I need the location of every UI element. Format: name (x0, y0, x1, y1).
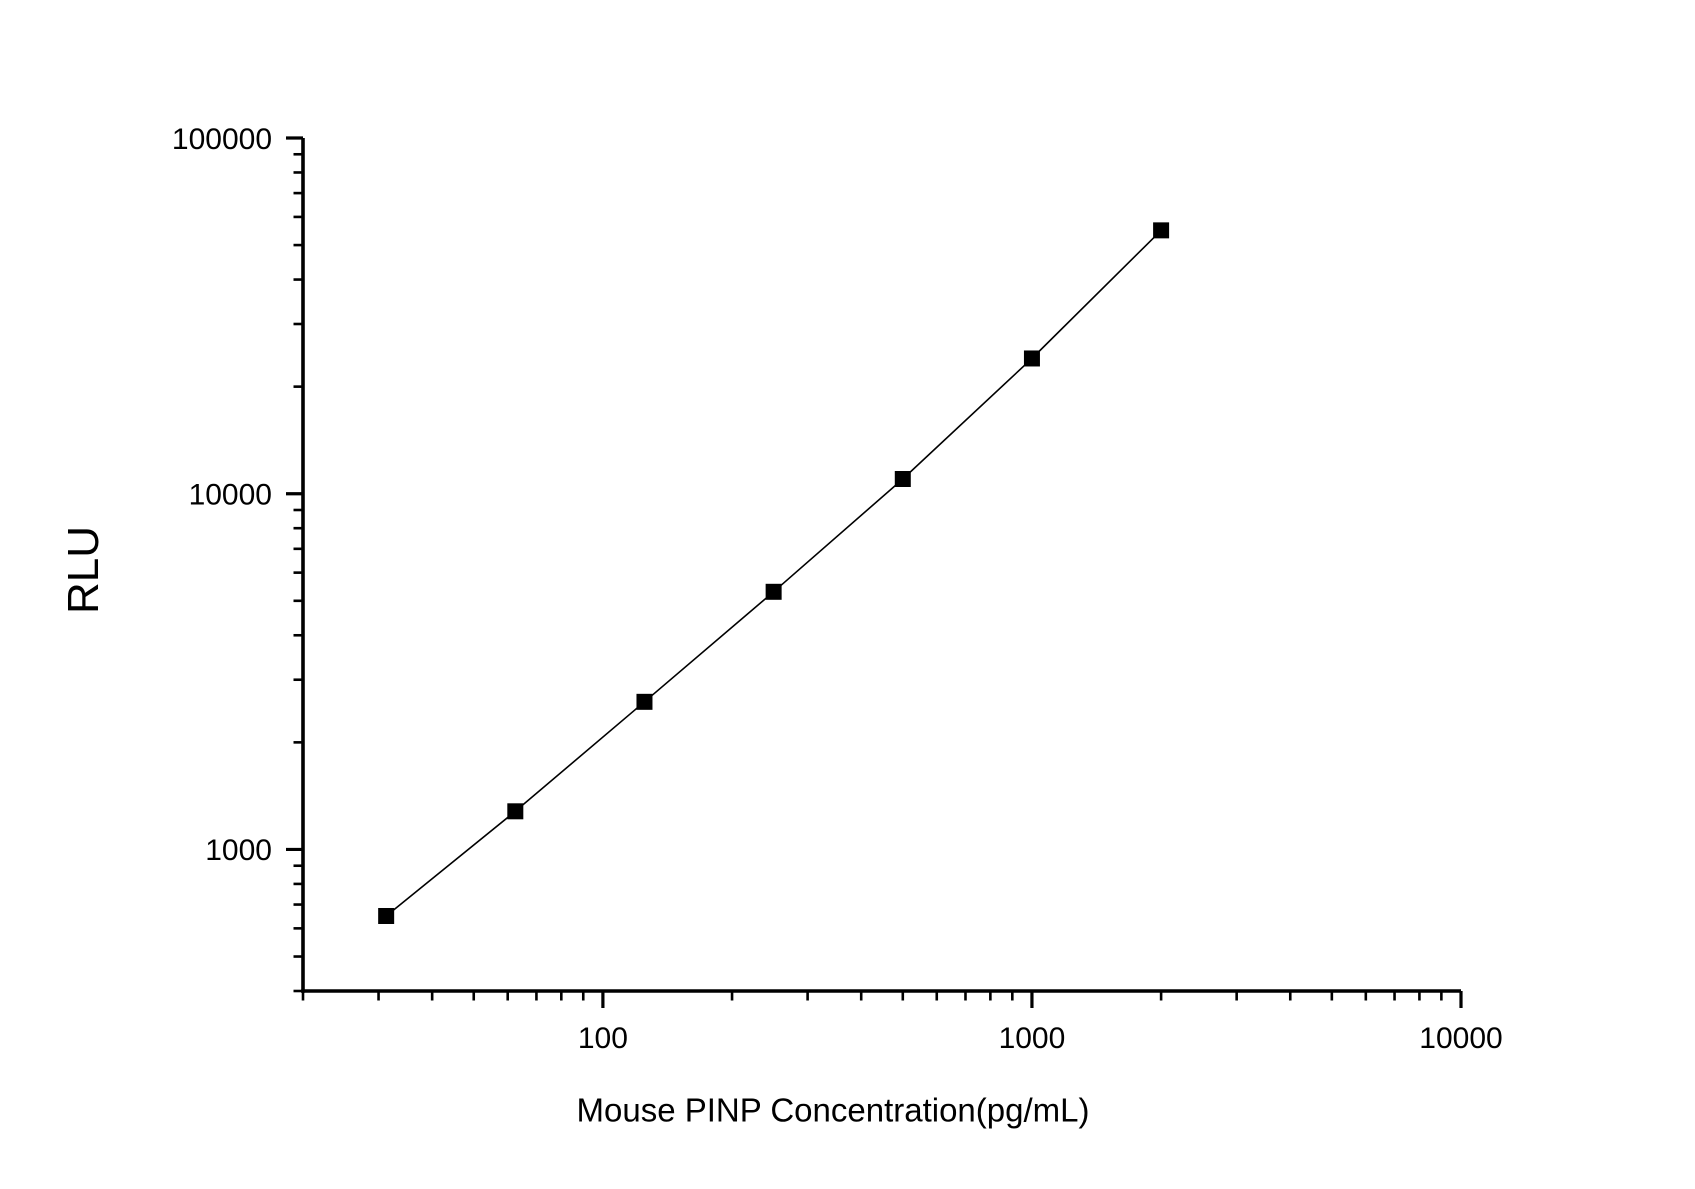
x-tick-label: 100 (578, 1022, 628, 1055)
data-point-marker (1153, 222, 1170, 239)
data-point-marker (1023, 350, 1040, 367)
data-point-marker (894, 470, 911, 487)
x-axis-title: Mouse PINP Concentration(pg/mL) (576, 1091, 1090, 1129)
y-tick-label: 1000 (205, 834, 272, 867)
y-axis-title: RLU (59, 525, 108, 615)
data-point-marker (378, 907, 395, 924)
y-tick-label: 10000 (189, 479, 272, 512)
y-tick-label: 100000 (172, 123, 272, 156)
series-standard-curve (378, 222, 1170, 924)
data-point-marker (765, 583, 782, 600)
x-tick-label: 1000 (999, 1022, 1066, 1055)
x-axis: 100 1000 10000 (301, 989, 1503, 1055)
x-tick-label: 10000 (1419, 1022, 1502, 1055)
y-axis: 1000 10000 100000 (172, 123, 305, 993)
data-point-marker (636, 693, 653, 710)
series-line (385, 229, 1162, 917)
data-point-marker (507, 803, 524, 820)
